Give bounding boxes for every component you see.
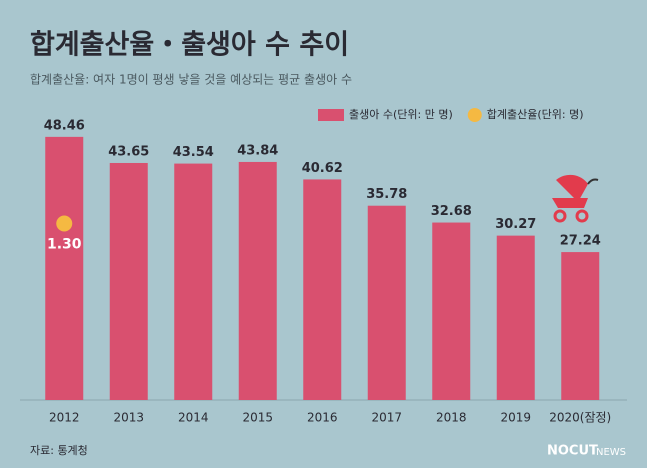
value-label: 35.78	[366, 187, 407, 202]
value-label: 48.46	[44, 118, 85, 133]
x-tick-label: 2013	[113, 411, 144, 425]
brand: NOCUT	[547, 444, 598, 459]
chart-title: 합계출산율・출생아 수 추이	[30, 30, 349, 61]
x-tick-label: 2016	[307, 411, 338, 425]
x-tick-label: 2012	[49, 411, 80, 425]
value-label: 43.65	[108, 144, 149, 159]
point	[56, 215, 73, 232]
legend-label: 출생아 수(단위: 만 명)	[349, 108, 453, 121]
bar	[238, 161, 277, 400]
chart-subtitle: 합계출산율: 여자 1명이 평생 낳을 것을 예상되는 평균 출생아 수	[30, 73, 352, 87]
x-tick-label: 2017	[371, 411, 402, 425]
x-tick-label: 2015	[242, 411, 273, 425]
bar	[109, 162, 148, 400]
value-label: 40.62	[302, 161, 343, 176]
x-tick-label: 2020(잠정)	[549, 411, 611, 425]
brand: NEWS	[596, 447, 626, 458]
source: 자료: 통계청	[30, 444, 88, 457]
legend-swatch	[318, 109, 344, 121]
x-tick-label: 2014	[178, 411, 209, 425]
bar	[432, 222, 471, 400]
bar	[367, 205, 406, 400]
value-label: 43.84	[237, 143, 278, 158]
value-label: 27.24	[560, 234, 601, 249]
x-tick-label: 2019	[500, 411, 531, 425]
bar	[496, 235, 535, 400]
x-tick-label: 2018	[436, 411, 467, 425]
value-label: 1.30	[47, 237, 82, 253]
bar	[174, 163, 213, 400]
bar	[561, 252, 600, 400]
value-label: 32.68	[431, 204, 472, 219]
bar	[303, 179, 342, 400]
value-label: 30.27	[495, 217, 536, 232]
stroller-icon	[552, 174, 599, 223]
legend-label: 합계출산율(단위: 명)	[487, 108, 584, 121]
value-label: 43.54	[173, 145, 214, 160]
bar	[45, 136, 84, 401]
legend-swatch	[467, 108, 482, 122]
